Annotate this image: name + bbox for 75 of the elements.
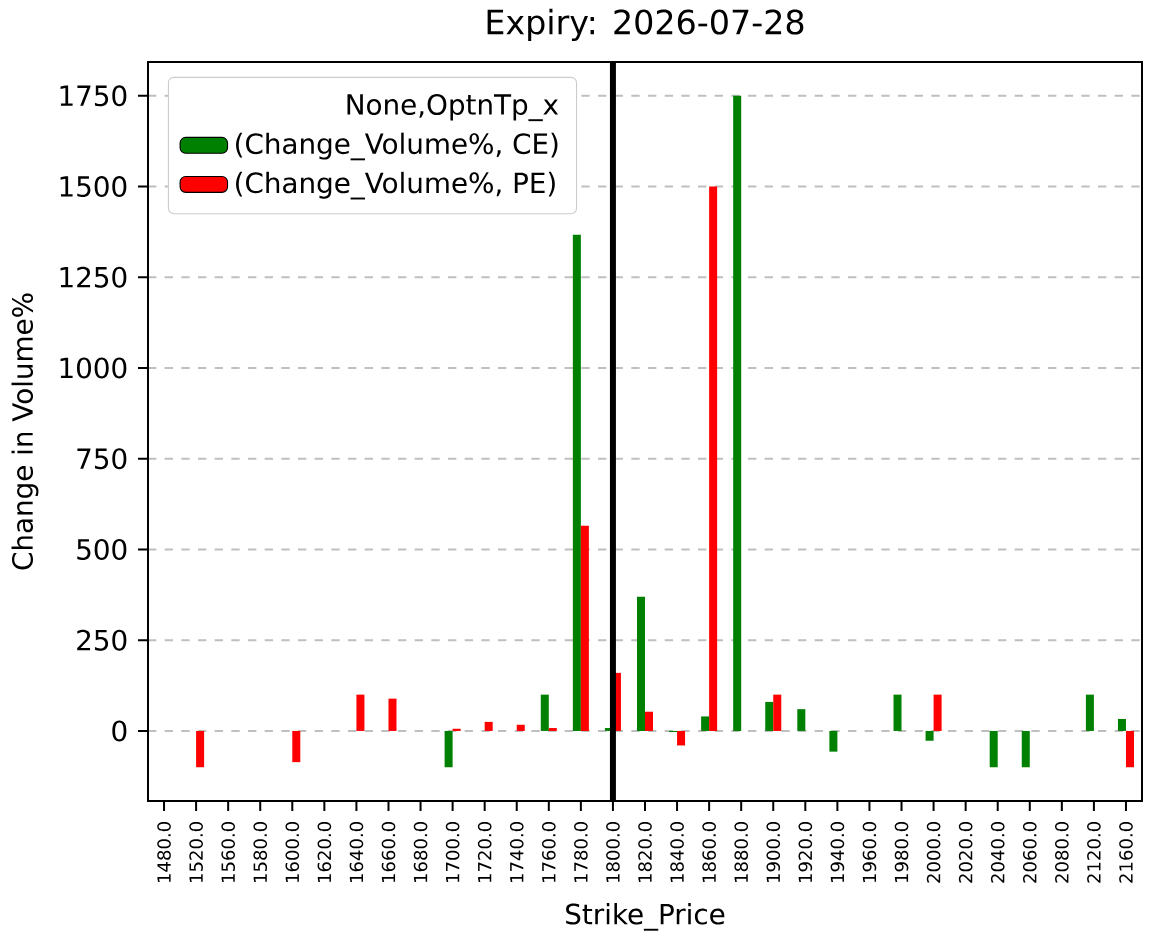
x-tick-label: 1560.0 [221, 822, 235, 883]
y-tick-label: 0 [112, 720, 127, 742]
x-tick-label: 1840.0 [670, 822, 684, 883]
bar [484, 721, 493, 731]
y-tick-label: 1000 [60, 357, 127, 379]
x-tick-label: 1860.0 [702, 822, 716, 883]
x-axis-title: Strike_Price [566, 903, 725, 931]
x-tick-label: 2060.0 [1022, 822, 1037, 883]
bar [765, 701, 774, 731]
y-tick-label: 1750 [60, 85, 127, 107]
x-tick-label: 1740.0 [509, 822, 524, 883]
bar [580, 525, 589, 731]
bar [516, 724, 525, 731]
x-tick-label: 2160.0 [1119, 822, 1133, 883]
legend-label: (Change_Volume%, PE) [236, 171, 555, 200]
x-tick-label: 2080.0 [1055, 822, 1069, 883]
x-tick-label: 1620.0 [317, 822, 332, 883]
bar [773, 694, 782, 731]
bar [388, 698, 397, 731]
x-tick-label: 1700.0 [445, 822, 460, 883]
bar [540, 694, 549, 731]
x-tick-label: 1900.0 [766, 822, 781, 883]
chart-title: Expiry: 2026-07-28 [487, 8, 804, 42]
x-tick-label: 1760.0 [542, 822, 556, 883]
x-tick-label: 1640.0 [349, 822, 364, 883]
bar [829, 730, 838, 752]
bar [444, 730, 453, 768]
bar [292, 730, 301, 763]
x-tick-label: 1940.0 [830, 822, 845, 883]
x-tick-label: 2120.0 [1087, 822, 1101, 883]
y-tick-label: 250 [77, 629, 127, 651]
x-tick-label: 2020.0 [958, 822, 973, 883]
bar [1021, 730, 1030, 768]
bar [733, 95, 742, 731]
x-tick-label: 1880.0 [734, 822, 749, 883]
x-tick-label: 2040.0 [990, 822, 1005, 883]
bar [356, 694, 365, 731]
x-tick-label: 1820.0 [638, 822, 652, 883]
x-tick-label: 1480.0 [157, 822, 171, 883]
bar [677, 730, 686, 746]
bar [1125, 730, 1134, 768]
x-tick-label: 1580.0 [253, 822, 268, 883]
x-tick-label: 1680.0 [413, 822, 428, 883]
x-tick-label: 1780.0 [574, 822, 588, 883]
bar [196, 730, 205, 768]
bar [548, 728, 557, 731]
bar [893, 694, 902, 731]
x-tick-label: 1600.0 [285, 822, 300, 883]
x-tick-label: 1920.0 [798, 822, 813, 883]
bar [933, 694, 942, 731]
y-tick-label: 750 [77, 448, 127, 470]
y-tick-label: 1250 [60, 266, 127, 288]
bar [636, 596, 645, 731]
bar [709, 186, 718, 731]
legend-label: (Change_Volume%, CE) [236, 132, 558, 161]
x-tick-label: 1960.0 [862, 822, 877, 883]
x-tick-label: 1800.0 [606, 822, 620, 883]
x-tick-label: 1980.0 [894, 822, 909, 883]
bar [797, 709, 806, 731]
legend-title: None,OptnTp_x [347, 93, 559, 122]
x-tick-label: 2000.0 [926, 822, 941, 883]
bar [645, 711, 654, 731]
y-axis-title: Change in Volume% [11, 293, 39, 570]
y-tick-label: 500 [77, 538, 127, 560]
x-tick-label: 1660.0 [381, 822, 396, 883]
bar [452, 728, 461, 731]
bar [989, 730, 998, 768]
x-tick-label: 1720.0 [477, 822, 492, 883]
bar [572, 234, 581, 731]
bar [1117, 718, 1126, 731]
bar [701, 716, 710, 731]
bar [1085, 694, 1094, 731]
x-tick-label: 1520.0 [189, 822, 203, 883]
bar [925, 730, 934, 741]
y-tick-label: 1500 [60, 175, 127, 197]
